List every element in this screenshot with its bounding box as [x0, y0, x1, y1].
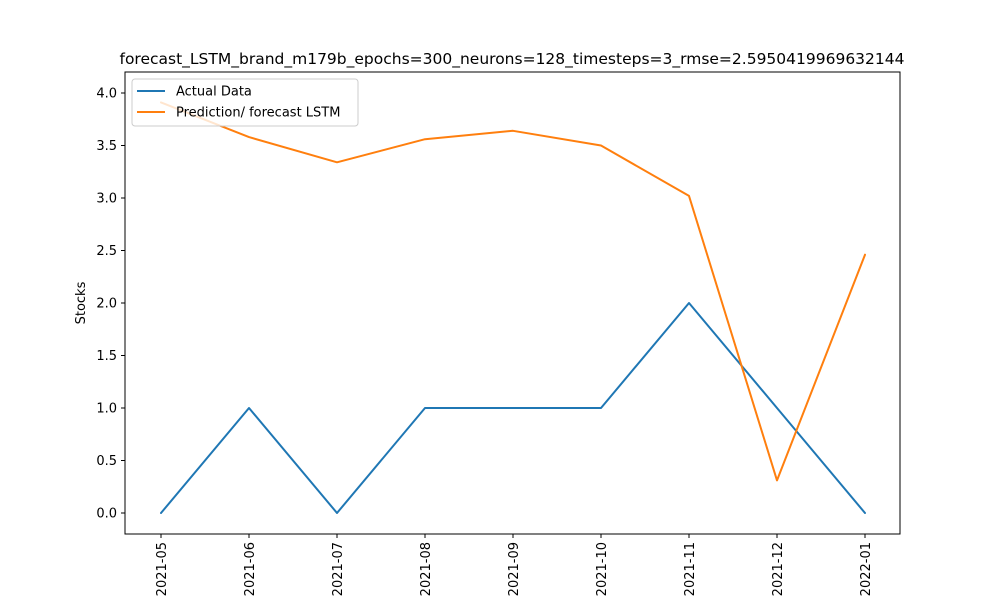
y-tick-label: 1.0	[96, 402, 117, 417]
series-layer	[161, 102, 865, 513]
y-tick-label: 1.5	[96, 349, 117, 364]
y-tick-label: 4.0	[96, 87, 117, 102]
x-tick-label: 2022-01	[859, 542, 874, 596]
x-tick-label: 2021-11	[683, 542, 698, 596]
x-tick-label: 2021-08	[419, 542, 434, 596]
series-line-1	[161, 303, 865, 513]
y-tick-label: 0.5	[96, 454, 117, 469]
y-tick-label: 0.0	[96, 507, 117, 522]
x-tick-label: 2021-12	[771, 542, 786, 596]
x-tick-label: 2021-07	[331, 542, 346, 596]
x-axis: 2021-05 2021-06 2021-07 2021-08 2021-09 2021-…	[155, 534, 874, 596]
y-axis-label: Stocks	[74, 281, 89, 324]
y-tick-label: 2.5	[96, 244, 117, 259]
x-tick-label: 2021-09	[507, 542, 522, 596]
legend-label: Actual Data	[176, 85, 252, 100]
y-tick-label: 3.0	[96, 192, 117, 207]
legend: Actual Data Prediction/ forecast LSTM	[132, 79, 358, 126]
x-tick-label: 2021-10	[595, 542, 610, 596]
chart-title: forecast_LSTM_brand_m179b_epochs=300_neu…	[119, 50, 904, 69]
legend-label: Prediction/ forecast LSTM	[176, 106, 340, 121]
y-tick-label: 3.5	[96, 139, 117, 154]
x-tick-label: 2021-05	[155, 542, 170, 596]
y-tick-label: 2.0	[96, 297, 117, 312]
series-line-2	[161, 102, 865, 480]
x-tick-label: 2021-06	[243, 542, 258, 596]
y-axis: 0.0 0.5 1.0 1.5 2.0 2.5 3.0 3.5 4.0	[96, 87, 125, 522]
